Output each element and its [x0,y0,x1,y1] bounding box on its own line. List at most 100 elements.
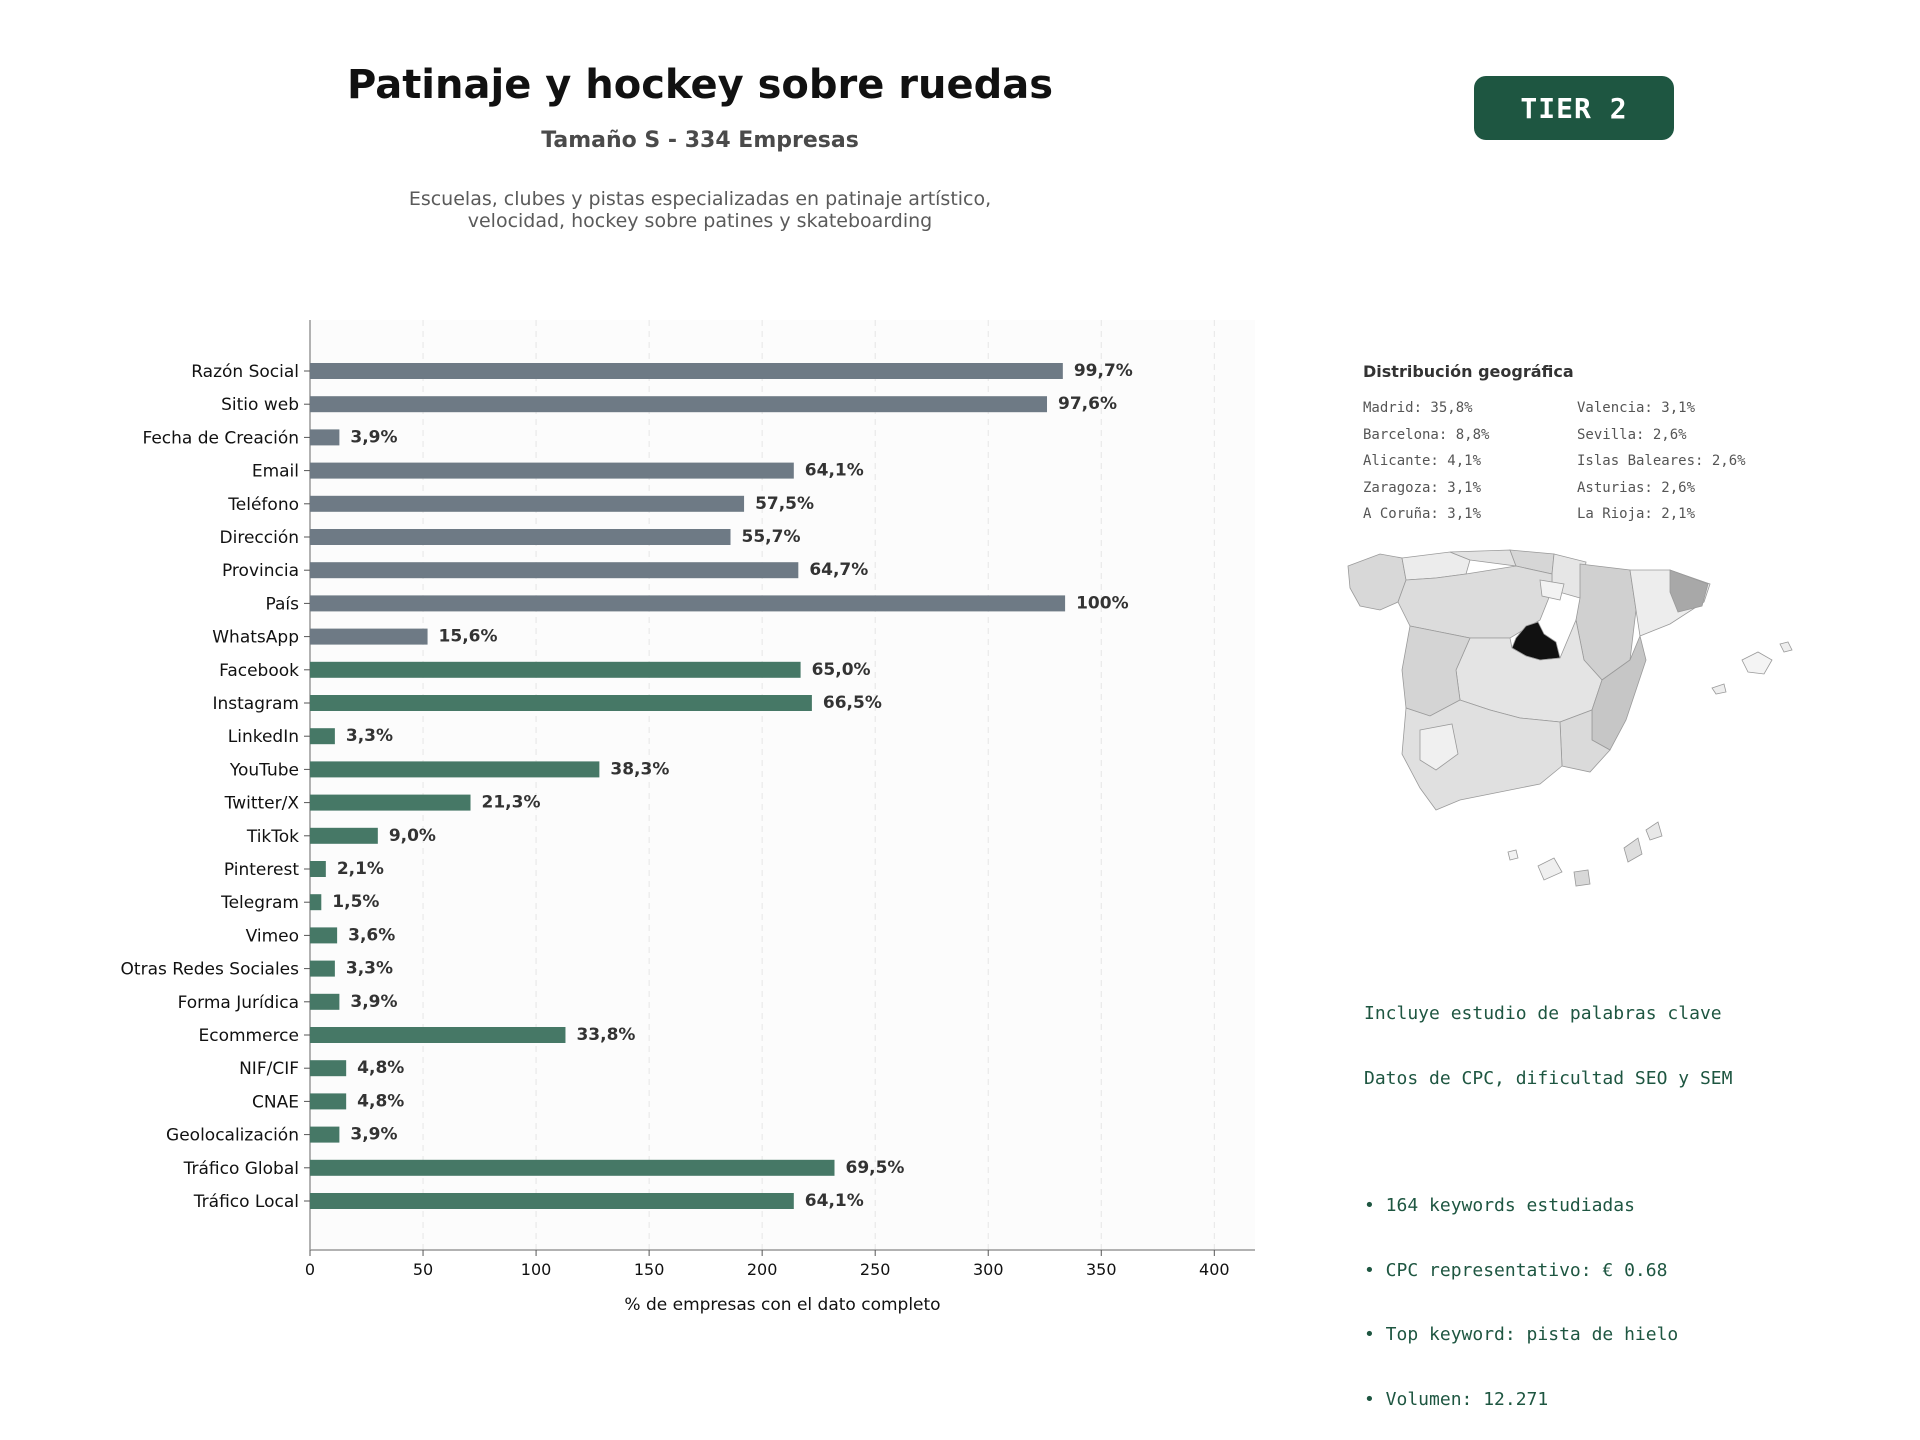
category-label: Tráfico Local [193,1192,299,1212]
geo-item: A Coruña: 3,1% [1363,506,1482,522]
keywords-panel: Incluye estudio de palabras clave Datos … [1364,960,1732,1432]
category-label: Instagram [213,694,300,714]
x-tick-label: 150 [634,1260,665,1279]
bar [310,1193,794,1209]
data-label: 3,3% [346,959,393,979]
category-label: Pinterest [224,860,299,880]
category-label: WhatsApp [212,628,299,648]
category-label: Razón Social [191,362,299,382]
keywords-line-2: Datos de CPC, dificultad SEO y SEM [1364,1067,1733,1089]
data-label: 9,0% [389,826,436,846]
map-region-sevilla [1419,723,1459,771]
bar [310,827,378,844]
bar [310,529,731,545]
data-label: 38,3% [610,759,669,779]
category-label: YouTube [229,760,299,780]
category-label: Vimeo [246,926,299,946]
category-label: Twitter/X [224,794,300,814]
x-tick-label: 200 [747,1260,778,1279]
bar [310,993,340,1010]
x-tick-label: 400 [1199,1260,1230,1279]
x-tick-label: 100 [521,1260,552,1279]
map-region-baleares-1 [1741,651,1773,675]
data-label: 64,7% [809,560,868,580]
description-line-1: Escuelas, clubes y pistas especializadas… [408,188,992,210]
category-label: Email [252,462,299,482]
data-label: 3,9% [350,427,397,447]
data-label: 2,1% [337,859,384,879]
data-label: 15,6% [439,627,498,647]
data-label: 99,7% [1074,361,1133,381]
map-region-la-rioja [1539,579,1565,601]
geo-item: Valencia: 3,1% [1577,400,1696,416]
completeness-bar-chart: 0 50 100 150 200 250 300 350 400 % de empresas co… [121,320,1255,1315]
map-region-barcelona [1669,569,1709,613]
bar [310,861,326,877]
data-label: 97,6% [1058,394,1117,414]
data-label: 3,9% [350,1125,397,1145]
bar [310,1093,347,1110]
bar [310,363,1063,379]
bar [310,661,801,678]
category-label: Telegram [220,893,299,913]
map-region-canarias-4 [1645,821,1663,841]
category-label: CNAE [252,1092,299,1112]
geo-distribution-title: Distribución geográfica [1363,362,1574,381]
data-label: 100% [1076,593,1129,613]
data-label: 3,9% [350,992,397,1012]
keywords-bullet-2: • CPC representativo: € 0.68 [1364,1259,1668,1281]
category-label: TikTok [246,827,299,847]
bar [310,628,428,645]
x-tick-label: 350 [1086,1260,1117,1279]
data-label: 3,6% [348,925,395,945]
data-label: 21,3% [482,793,541,813]
bar [310,595,1066,612]
category-label: Dirección [220,528,299,548]
bar [310,1060,347,1077]
geo-item: Madrid: 35,8% [1363,400,1473,416]
data-label: 4,8% [357,1058,404,1078]
data-label: 4,8% [357,1091,404,1111]
bar [310,927,338,944]
bar [310,562,799,579]
data-label: 1,5% [332,892,379,912]
bar [310,695,812,711]
bar [310,1126,340,1143]
keywords-bullet-1: • 164 keywords estudiadas [1364,1195,1635,1216]
category-label: Sitio web [221,395,299,415]
plot-area [310,320,1255,1250]
geo-item: Sevilla: 2,6% [1577,426,1687,443]
keywords-bullet-4: • Volumen: 12.271 [1364,1388,1549,1410]
page-subtitle: Tamaño S - 334 Empresas [541,128,859,153]
data-label: 33,8% [576,1025,635,1045]
category-label: Facebook [219,661,299,681]
page-title: Patinaje y hockey sobre ruedas [346,62,1054,108]
bar [310,429,340,446]
spain-map [1340,540,1860,924]
bar [310,960,335,977]
x-tick-label: 50 [413,1260,433,1279]
data-label: 64,1% [805,1191,864,1211]
geo-item: La Rioja: 2,1% [1577,506,1696,522]
page-description: Escuelas, clubes y pistas especializadas… [0,188,1400,232]
category-label: Ecommerce [199,1026,300,1046]
x-tick-label: 250 [860,1260,891,1279]
category-label: LinkedIn [228,727,299,747]
map-region-canarias-5 [1507,849,1519,861]
category-label: Provincia [222,561,299,581]
category-label: País [266,594,300,614]
data-label: 57,5% [755,494,814,514]
map-region-canarias-2 [1573,869,1591,887]
data-label: 69,5% [845,1158,904,1178]
map-region-canarias-3 [1623,837,1643,863]
bar [310,894,322,911]
bar [310,1027,566,1043]
geo-item: Asturias: 2,6% [1577,479,1696,496]
data-label: 65,0% [812,660,871,680]
data-label: 66,5% [823,693,882,713]
geo-item: Alicante: 4,1% [1363,453,1482,469]
category-label: Geolocalización [166,1126,299,1146]
data-label: 3,3% [346,726,393,746]
bar [310,761,600,778]
data-label: 64,1% [805,461,864,481]
